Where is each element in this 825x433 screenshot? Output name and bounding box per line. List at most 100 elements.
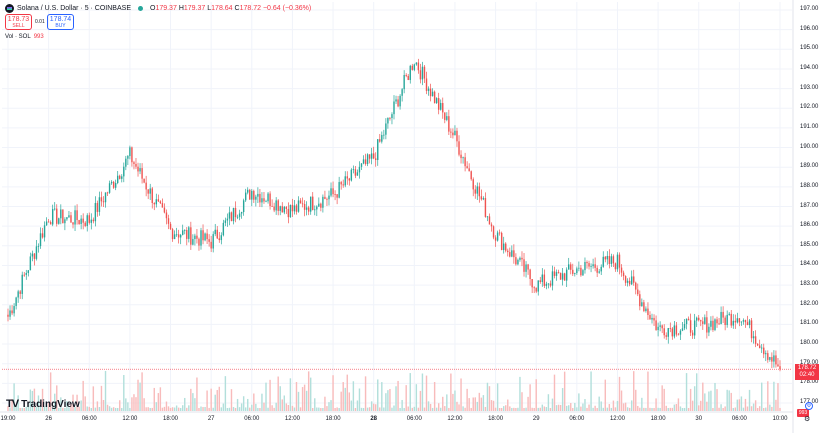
candle-body — [728, 313, 730, 315]
volume-legend[interactable]: Vol · SOL 993 — [5, 34, 44, 40]
volume-bar — [454, 390, 456, 411]
candle-body — [568, 264, 570, 270]
candle-body — [693, 320, 696, 336]
volume-bar — [202, 407, 204, 411]
volume-bar — [251, 404, 253, 411]
price-change: −0.64 (−0.36%) — [262, 5, 312, 12]
ohlc-values: O179.37 H179.37 L178.64 C178.72 −0.64 (−… — [149, 5, 312, 12]
last-price-tag: 178.72 02:40 — [795, 364, 819, 380]
auto-scale-gear-icon[interactable]: ⚙ — [804, 416, 811, 423]
volume-bar — [427, 401, 430, 411]
candle-body — [399, 95, 401, 107]
tradingview-logo[interactable]: TV TradingView — [6, 398, 80, 410]
volume-bar — [667, 407, 669, 411]
candle-body — [133, 162, 135, 164]
candle-body — [139, 168, 141, 172]
volume-bar — [549, 407, 552, 411]
chart-settings-icon[interactable]: ⚙ — [805, 402, 813, 410]
candle-body — [637, 289, 639, 295]
candle-body — [360, 163, 363, 167]
volume-bar — [498, 408, 501, 411]
volume-bar — [580, 406, 582, 411]
volume-bar — [687, 407, 690, 411]
candle-body — [576, 268, 578, 274]
candle-body — [366, 154, 369, 165]
volume-bar — [641, 397, 643, 411]
candle-body — [212, 234, 214, 249]
volume-bar — [480, 397, 483, 411]
candle-body — [312, 196, 314, 210]
volume-bar — [352, 381, 355, 411]
volume-bar — [395, 386, 397, 411]
volume-bar — [58, 407, 60, 411]
candle-body — [56, 208, 58, 224]
price-tick-label: 190.00 — [800, 143, 819, 150]
sell-button[interactable]: 178.73 SELL — [5, 14, 32, 30]
volume-bar — [730, 392, 732, 411]
volume-bar — [752, 403, 755, 411]
candle-body — [598, 271, 600, 273]
volume-bar — [60, 397, 62, 411]
candle-body — [777, 364, 779, 367]
candle-body — [198, 238, 200, 246]
candle-body — [309, 196, 312, 212]
candle-body — [98, 197, 101, 212]
volume-bar — [348, 392, 351, 411]
price-tick-label: 189.00 — [800, 163, 819, 170]
candle-body — [364, 159, 367, 165]
candle-body — [490, 224, 493, 227]
candle-body — [419, 70, 422, 80]
candle-body — [92, 219, 95, 222]
candle-body — [669, 328, 672, 329]
buy-button[interactable]: 178.74 BUY — [47, 14, 74, 30]
volume-bar — [541, 404, 544, 411]
volume-bar — [86, 406, 88, 411]
candle-body — [269, 193, 271, 207]
volume-bar — [39, 405, 42, 411]
candle-body — [159, 201, 162, 204]
candle-body — [358, 166, 361, 173]
candle-body — [47, 221, 50, 223]
volume-bar — [486, 382, 489, 411]
candle-body — [738, 318, 741, 323]
candle-body — [706, 317, 708, 333]
candle-body — [108, 183, 111, 193]
candle-body — [330, 188, 332, 196]
candle-body — [433, 91, 436, 104]
candle-body — [114, 182, 117, 188]
volume-bar — [545, 407, 548, 411]
candle-body — [691, 332, 694, 336]
volume-bar — [389, 388, 391, 411]
candle-body — [602, 256, 604, 267]
volume-bar — [287, 404, 290, 411]
volume-bar — [433, 382, 436, 411]
volume-bar — [143, 398, 145, 411]
volume-bar — [511, 407, 513, 411]
volume-bar — [275, 402, 277, 411]
price-tick-label: 196.00 — [800, 25, 819, 32]
candle-body — [716, 319, 718, 324]
candle-body — [626, 280, 629, 283]
candle-body — [11, 310, 13, 314]
candle-body — [297, 200, 300, 212]
volume-bar — [358, 388, 361, 411]
symbol-title[interactable]: Solana / U.S. Dollar · 5 · COINBASE — [17, 5, 131, 12]
candle-body — [480, 196, 483, 200]
candle-body — [362, 159, 365, 164]
volume-bar — [66, 401, 68, 411]
volume-bar — [446, 394, 448, 411]
candle-body — [112, 181, 115, 188]
candle-body — [184, 230, 186, 231]
candle-body — [773, 355, 775, 362]
volume-bar — [307, 371, 310, 411]
candle-body — [279, 206, 281, 211]
candle-body — [655, 320, 657, 331]
volume-bar — [399, 407, 401, 411]
candle-body — [633, 276, 635, 283]
candle-body — [758, 345, 761, 349]
volume-bar — [387, 390, 389, 411]
volume-bar — [754, 400, 757, 411]
volume-bar — [133, 394, 135, 411]
candle-body — [368, 154, 371, 159]
